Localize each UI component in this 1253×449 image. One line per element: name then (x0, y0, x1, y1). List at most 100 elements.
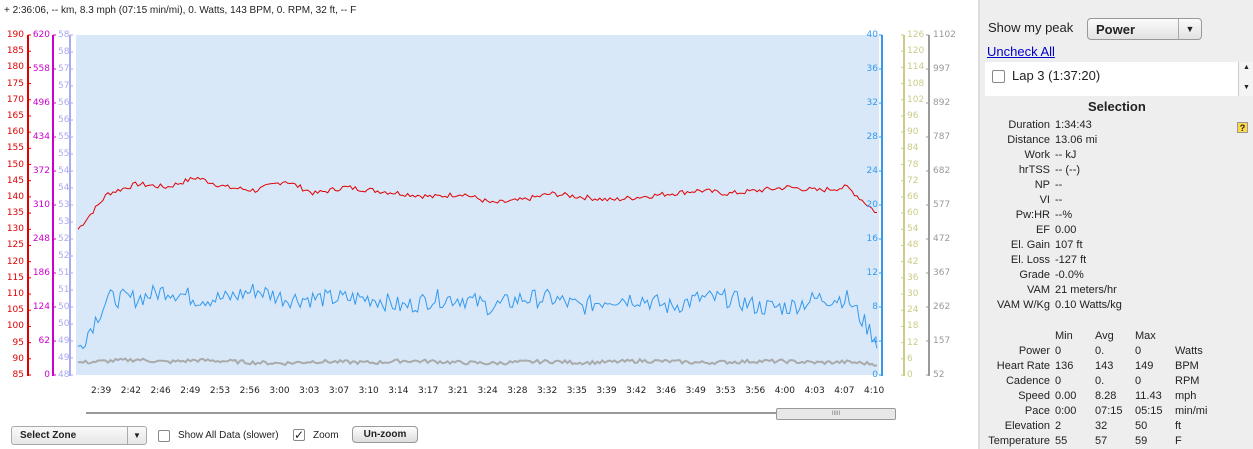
hr-axis-label: 100 (6, 321, 24, 332)
time-tick-label: 3:10 (358, 386, 379, 396)
stat-key: hrTSS (1018, 164, 1050, 176)
scrollbar-thumb[interactable]: IIIII (776, 408, 896, 420)
zoom-checkbox[interactable]: ✓ (293, 429, 305, 441)
hr-axis-label: 145 (6, 175, 24, 186)
speed-axis-label: 12 (866, 268, 878, 278)
cadence-axis-label: 58 (58, 47, 70, 57)
time-tick-label: 4:00 (774, 386, 796, 396)
hr-axis-label: 105 (6, 305, 24, 316)
hr-axis-label: 160 (6, 127, 24, 138)
hr-axis-label: 85 (12, 370, 24, 380)
minmax-min: 0.00 (1055, 390, 1077, 402)
temp-axis-label: 12 (907, 337, 919, 348)
cadence-axis-label: 55 (58, 132, 70, 142)
checkmark-icon: ✓ (294, 428, 305, 442)
plot-area[interactable] (76, 35, 879, 375)
minmax-avg: 57 (1095, 435, 1108, 447)
stat-key: NP (1034, 179, 1050, 191)
time-tick-label: 3:32 (536, 386, 558, 396)
panel-divider[interactable] (978, 0, 980, 449)
hr-axis-label: 135 (6, 208, 24, 219)
lap-label[interactable]: Lap 3 (1:37:20) (1012, 68, 1101, 83)
cadence-axis-label: 56 (58, 115, 70, 125)
minmax-key: Speed (1018, 390, 1050, 402)
hr-axis-label: 180 (6, 62, 24, 73)
minmax-max: 50 (1135, 420, 1148, 432)
stat-key: Duration (1008, 119, 1050, 131)
minmax-min: 55 (1055, 435, 1068, 447)
time-tick-label: 3:28 (507, 386, 528, 396)
minmax-unit: min/mi (1175, 405, 1208, 417)
grip-icon: IIIII (831, 411, 841, 417)
temp-axis-label: 114 (907, 62, 925, 73)
time-tick-label: 2:46 (150, 386, 171, 396)
temp-axis-label: 18 (907, 321, 919, 332)
cadence-axis-label: 55 (58, 149, 70, 159)
power-axis-label: 186 (32, 268, 50, 278)
elev-axis-label: 577 (933, 200, 951, 210)
hr-axis-label: 95 (12, 337, 24, 348)
unzoom-button[interactable]: Un-zoom (352, 426, 418, 443)
cadence-axis-label: 56 (58, 98, 70, 108)
cadence-axis-label: 57 (58, 64, 70, 74)
scroll-up-icon[interactable]: ▲ (1243, 64, 1250, 71)
chevron-down-icon: ▼ (1178, 19, 1201, 39)
minmax-unit: RPM (1175, 375, 1200, 387)
temp-axis-label: 96 (907, 110, 919, 121)
zoom-label: Zoom (313, 430, 339, 441)
stat-key: Grade (1019, 269, 1050, 281)
time-tick-label: 4:07 (834, 386, 855, 396)
cadence-axis-label: 50 (58, 319, 70, 329)
minmax-max: 05:15 (1135, 405, 1163, 417)
cadence-axis-label: 54 (58, 183, 70, 193)
speed-axis-label: 4 (872, 336, 878, 346)
zone-select[interactable]: Select Zone ▼ (11, 426, 147, 445)
heart-rate-series (77, 176, 878, 230)
minmax-key: Pace (1024, 405, 1050, 417)
elev-axis-label: 367 (933, 268, 951, 278)
minmax-avg: 32 (1095, 420, 1108, 432)
hr-axis-label: 175 (6, 78, 24, 89)
speed-series (77, 283, 878, 350)
minmax-avg: 143 (1095, 360, 1114, 372)
hr-axis-label: 150 (6, 159, 24, 170)
minmax-avg: 07:15 (1095, 405, 1123, 417)
stat-value: 1:34:43 (1055, 119, 1092, 131)
power-axis-label: 310 (32, 200, 50, 210)
elev-axis-label: 1102 (933, 30, 956, 40)
temp-axis-label: 60 (907, 208, 919, 219)
hr-axis-label: 130 (6, 224, 24, 235)
stat-key: Distance (1007, 134, 1050, 146)
minmax-min: 0 (1055, 345, 1062, 357)
minmax-key: Heart Rate (996, 360, 1050, 372)
power-axis-label: 558 (32, 64, 50, 74)
uncheck-all-link[interactable]: Uncheck All (987, 44, 1055, 59)
stat-value: -- (1055, 194, 1063, 206)
stat-value: -0.0% (1055, 269, 1084, 281)
power-axis-label: 434 (32, 132, 50, 142)
minmax-key: Cadence (1005, 375, 1050, 387)
temp-axis-label: 72 (907, 175, 919, 186)
lap-scrollbar[interactable]: ▲ ▼ (1238, 62, 1253, 96)
scroll-down-icon[interactable]: ▼ (1243, 84, 1250, 91)
elev-axis-label: 52 (933, 370, 945, 380)
show-all-data-label: Show All Data (slower) (178, 430, 279, 441)
show-all-data-checkbox[interactable] (158, 430, 170, 442)
zoom-scrollbar[interactable]: IIIII (86, 408, 896, 420)
temp-axis-label: 48 (907, 240, 919, 251)
stat-value: 107 ft (1055, 239, 1083, 251)
speed-axis-label: 40 (866, 30, 878, 40)
minmax-unit: BPM (1175, 360, 1199, 372)
help-icon[interactable]: ? (1237, 122, 1248, 133)
hr-axis-label: 165 (6, 110, 24, 121)
peak-select[interactable]: Power ▼ (1087, 18, 1202, 40)
temp-axis-label: 90 (907, 127, 919, 138)
stat-value: 0.10 Watts/kg (1055, 299, 1122, 311)
minmax-max: 59 (1135, 435, 1148, 447)
minmax-min: 2 (1055, 420, 1062, 432)
elevation-series (77, 357, 878, 367)
lap-checkbox[interactable] (992, 70, 1005, 83)
elev-axis-label: 262 (933, 302, 951, 312)
minmax-unit: mph (1175, 390, 1197, 402)
stat-key: VI (1039, 194, 1050, 206)
